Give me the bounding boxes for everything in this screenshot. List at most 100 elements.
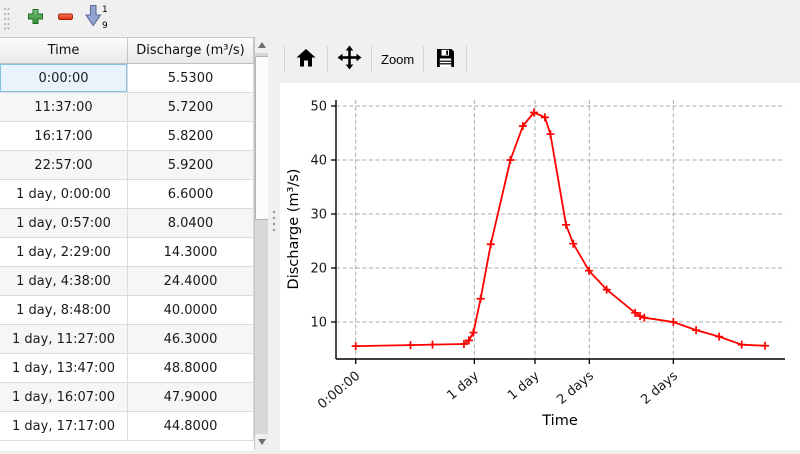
data-point-marker (737, 340, 746, 349)
y-tick-label: 20 (310, 262, 327, 277)
minus-icon (56, 7, 75, 29)
toolbar-grip-handle[interactable] (3, 7, 10, 34)
save-button[interactable] (428, 43, 462, 75)
y-tick-label: 50 (310, 100, 327, 115)
table-row[interactable]: 1 day, 16:07:00 47.9000 (0, 383, 254, 412)
table-scrollbar[interactable] (254, 37, 269, 450)
table-row[interactable]: 16:17:00 5.8200 (0, 122, 254, 151)
data-point-marker (602, 285, 611, 294)
save-icon (433, 46, 457, 73)
data-point-marker (518, 121, 527, 130)
data-point-marker (715, 332, 724, 341)
discharge-cell[interactable]: 5.9200 (128, 151, 254, 179)
discharge-cell[interactable]: 6.6000 (128, 180, 254, 208)
discharge-cell[interactable]: 8.0400 (128, 209, 254, 237)
data-point-marker (464, 336, 473, 345)
data-point-marker (546, 130, 555, 139)
data-point-marker (476, 294, 485, 303)
data-point-marker (636, 312, 645, 321)
x-tick-label: 2 days (638, 368, 681, 407)
sort-badge-bottom: 9 (102, 21, 108, 30)
table-body: 0:00:00 5.5300 11:37:00 5.7200 16:17:00 5.820… (0, 64, 254, 441)
x-tick-label: 0:00:00 (315, 369, 363, 413)
y-tick-label: 10 (310, 316, 327, 331)
data-point-marker (459, 340, 468, 349)
x-tick-label: 1 day (444, 368, 482, 403)
time-cell[interactable]: 11:37:00 (0, 93, 128, 121)
table-row[interactable]: 1 day, 0:57:00 8.0400 (0, 209, 254, 238)
sort-ascending-button[interactable]: 1 9 (82, 4, 110, 32)
table-toolbar: 1 9 (0, 0, 270, 37)
table-row[interactable]: 0:00:00 5.5300 (0, 64, 254, 93)
table-row[interactable]: 1 day, 8:48:00 40.0000 (0, 296, 254, 325)
time-cell[interactable]: 1 day, 17:17:00 (0, 412, 128, 440)
data-point-marker (569, 239, 578, 248)
zoom-button-label: Zoom (381, 51, 415, 67)
home-button[interactable] (289, 43, 323, 75)
x-tick-label: 2 days (554, 368, 597, 407)
data-point-marker (631, 308, 640, 317)
time-cell[interactable]: 0:00:00 (0, 64, 128, 92)
add-row-button[interactable] (21, 4, 49, 32)
data-point-marker (562, 220, 571, 229)
pan-button[interactable] (332, 43, 367, 75)
column-header-time[interactable]: Time (0, 38, 128, 63)
toolbar-separator (371, 46, 372, 72)
arrow-down-icon (257, 439, 266, 445)
remove-row-button[interactable] (51, 4, 79, 32)
discharge-cell[interactable]: 48.8000 (128, 354, 254, 382)
time-cell[interactable]: 1 day, 13:47:00 (0, 354, 128, 382)
sort-1-9-icon: 1 9 (83, 3, 109, 33)
toolbar-separator (284, 46, 285, 72)
table-header: Time Discharge (m³/s) (0, 38, 254, 64)
table-row[interactable]: 1 day, 4:38:00 24.4000 (0, 267, 254, 296)
table-row[interactable]: 1 day, 17:17:00 44.8000 (0, 412, 254, 441)
plus-icon (26, 7, 45, 29)
discharge-cell[interactable]: 5.8200 (128, 122, 254, 150)
discharge-cell[interactable]: 40.0000 (128, 296, 254, 324)
sort-badge-top: 1 (102, 5, 108, 15)
discharge-cell[interactable]: 5.5300 (128, 64, 254, 92)
scrollbar-thumb[interactable] (255, 56, 269, 220)
discharge-cell[interactable]: 46.3000 (128, 325, 254, 353)
discharge-cell[interactable]: 47.9000 (128, 383, 254, 411)
time-cell[interactable]: 22:57:00 (0, 151, 128, 179)
discharge-cell[interactable]: 14.3000 (128, 238, 254, 266)
table-row[interactable]: 1 day, 0:00:00 6.6000 (0, 180, 254, 209)
time-cell[interactable]: 1 day, 0:00:00 (0, 180, 128, 208)
column-header-discharge[interactable]: Discharge (m³/s) (128, 38, 254, 63)
zoom-button[interactable]: Zoom (376, 43, 419, 75)
time-cell[interactable]: 1 day, 8:48:00 (0, 296, 128, 324)
scroll-up-button[interactable] (255, 37, 268, 53)
table-row[interactable]: 1 day, 2:29:00 14.3000 (0, 238, 254, 267)
data-point-marker (529, 108, 538, 117)
table-row[interactable]: 1 day, 13:47:00 48.8000 (0, 354, 254, 383)
data-point-marker (469, 328, 478, 337)
time-cell[interactable]: 1 day, 4:38:00 (0, 267, 128, 295)
time-cell[interactable]: 1 day, 2:29:00 (0, 238, 128, 266)
data-point-marker (640, 313, 649, 322)
discharge-cell[interactable]: 44.8000 (128, 412, 254, 440)
table-row[interactable]: 11:37:00 5.7200 (0, 93, 254, 122)
time-cell[interactable]: 1 day, 16:07:00 (0, 383, 128, 411)
discharge-cell[interactable]: 24.4000 (128, 267, 254, 295)
table-row[interactable]: 22:57:00 5.9200 (0, 151, 254, 180)
time-cell[interactable]: 1 day, 11:27:00 (0, 325, 128, 353)
y-axis-label: Discharge (m³/s) (286, 169, 302, 290)
plot-toolbar: Zoom (280, 42, 471, 76)
data-point-marker (351, 342, 360, 351)
table-row[interactable]: 1 day, 11:27:00 46.3000 (0, 325, 254, 354)
data-point-marker (692, 326, 701, 335)
y-tick-label: 30 (310, 208, 327, 223)
time-cell[interactable]: 1 day, 0:57:00 (0, 209, 128, 237)
scroll-down-button[interactable] (255, 434, 268, 450)
arrow-up-icon (257, 42, 266, 48)
panel-splitter[interactable] (268, 0, 280, 450)
discharge-cell[interactable]: 5.7200 (128, 93, 254, 121)
discharge-line (355, 111, 766, 347)
time-cell[interactable]: 16:17:00 (0, 122, 128, 150)
toolbar-separator (327, 46, 328, 72)
data-point-marker (585, 266, 594, 275)
